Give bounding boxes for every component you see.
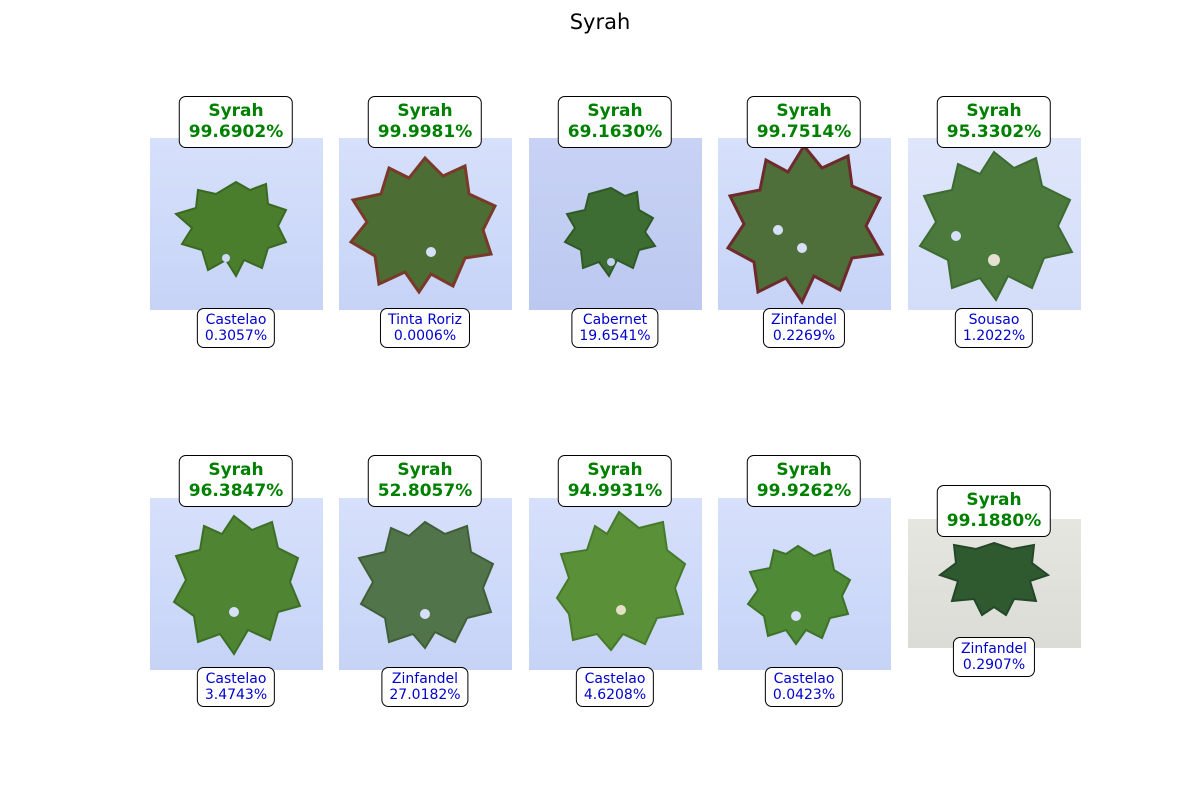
leaf-image bbox=[339, 498, 512, 670]
prediction-label: Syrah 99.1880% bbox=[936, 485, 1052, 537]
alternative-confidence: 0.3057% bbox=[204, 328, 268, 344]
alternative-label: Zinfandel 0.2269% bbox=[762, 308, 846, 348]
leaf-image bbox=[529, 498, 702, 670]
predicted-confidence: 96.3847% bbox=[188, 481, 284, 501]
alternative-confidence: 4.6208% bbox=[583, 687, 647, 703]
predicted-class: Syrah bbox=[397, 101, 453, 121]
predicted-confidence: 99.9981% bbox=[377, 122, 473, 142]
predicted-confidence: 94.9931% bbox=[567, 481, 663, 501]
leaf-image bbox=[529, 138, 702, 310]
alternative-label: Zinfandel 0.2907% bbox=[952, 637, 1036, 677]
leaf-image bbox=[718, 498, 891, 670]
alternative-confidence: 27.0182% bbox=[389, 687, 461, 703]
alternative-confidence: 3.4743% bbox=[204, 687, 268, 703]
alternative-label: Cabernet 19.6541% bbox=[571, 308, 659, 348]
alternative-label: Castelao 0.3057% bbox=[196, 308, 276, 348]
alternative-class: Castelao bbox=[584, 671, 646, 687]
alternative-confidence: 0.0006% bbox=[393, 328, 457, 344]
alternative-label: Sousao 1.2022% bbox=[954, 308, 1034, 348]
figure-title: Syrah bbox=[569, 10, 631, 34]
predicted-confidence: 95.3302% bbox=[946, 122, 1042, 142]
predicted-class: Syrah bbox=[397, 460, 453, 480]
alternative-class: Zinfandel bbox=[391, 671, 459, 687]
alternative-class: Cabernet bbox=[582, 312, 648, 328]
predicted-confidence: 99.7514% bbox=[756, 122, 852, 142]
predicted-class: Syrah bbox=[966, 490, 1022, 510]
predicted-confidence: 99.1880% bbox=[946, 511, 1042, 531]
leaf-photo bbox=[908, 519, 1081, 648]
predicted-class: Syrah bbox=[776, 101, 832, 121]
predicted-confidence: 69.1630% bbox=[567, 122, 663, 142]
prediction-label: Syrah 99.7514% bbox=[746, 96, 862, 148]
prediction-label: Syrah 96.3847% bbox=[178, 455, 294, 507]
prediction-label: Syrah 99.6902% bbox=[178, 96, 294, 148]
predicted-class: Syrah bbox=[966, 101, 1022, 121]
predicted-class: Syrah bbox=[587, 101, 643, 121]
leaf-image bbox=[339, 138, 512, 310]
alternative-class: Castelao bbox=[205, 671, 267, 687]
predicted-class: Syrah bbox=[208, 101, 264, 121]
alternative-class: Zinfandel bbox=[770, 312, 838, 328]
leaf-image bbox=[150, 138, 323, 310]
alternative-label: Castelao 0.0423% bbox=[764, 667, 844, 707]
predicted-confidence: 99.6902% bbox=[188, 122, 284, 142]
leaf-image bbox=[150, 498, 323, 670]
alternative-confidence: 0.2907% bbox=[962, 657, 1026, 673]
alternative-label: Tinta Roriz 0.0006% bbox=[379, 308, 471, 348]
alternative-label: Zinfandel 27.0182% bbox=[381, 667, 469, 707]
predicted-class: Syrah bbox=[208, 460, 264, 480]
alternative-class: Tinta Roriz bbox=[387, 312, 463, 328]
alternative-label: Castelao 4.6208% bbox=[575, 667, 655, 707]
alternative-class: Castelao bbox=[773, 671, 835, 687]
prediction-label: Syrah 94.9931% bbox=[557, 455, 673, 507]
prediction-label: Syrah 95.3302% bbox=[936, 96, 1052, 148]
leaf-image bbox=[908, 138, 1081, 310]
alternative-confidence: 1.2022% bbox=[962, 328, 1026, 344]
alternative-confidence: 0.0423% bbox=[772, 687, 836, 703]
leaf-image bbox=[718, 138, 891, 310]
alternative-label: Castelao 3.4743% bbox=[196, 667, 276, 707]
alternative-class: Zinfandel bbox=[960, 641, 1028, 657]
predicted-class: Syrah bbox=[776, 460, 832, 480]
alternative-class: Castelao bbox=[205, 312, 267, 328]
prediction-label: Syrah 52.8057% bbox=[367, 455, 483, 507]
prediction-label: Syrah 99.9262% bbox=[746, 455, 862, 507]
predicted-confidence: 99.9262% bbox=[756, 481, 852, 501]
alternative-class: Sousao bbox=[968, 312, 1020, 328]
alternative-confidence: 19.6541% bbox=[579, 328, 651, 344]
alternative-confidence: 0.2269% bbox=[772, 328, 836, 344]
prediction-label: Syrah 99.9981% bbox=[367, 96, 483, 148]
prediction-label: Syrah 69.1630% bbox=[557, 96, 673, 148]
predicted-class: Syrah bbox=[587, 460, 643, 480]
predicted-confidence: 52.8057% bbox=[377, 481, 473, 501]
